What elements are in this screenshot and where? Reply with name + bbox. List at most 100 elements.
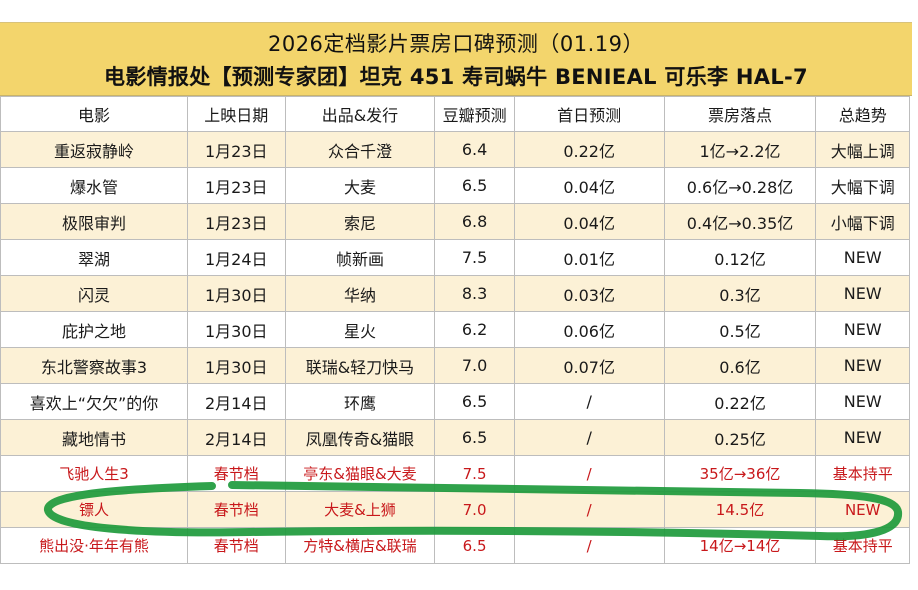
cell-studio: 众合千澄 — [284, 131, 436, 168]
cell-date: 1月30日 — [187, 347, 286, 384]
cell-film: 藏地情书 — [0, 419, 189, 456]
table-row: 爆水管 1月23日 大麦 6.5 0.04亿 0.6亿→0.28亿 大幅下调 — [0, 167, 910, 204]
cell-first-day: 0.06亿 — [513, 311, 665, 348]
cell-film: 翠湖 — [0, 239, 189, 276]
cell-first-day: 0.04亿 — [513, 167, 665, 204]
header-box-office: 票房落点 — [663, 96, 817, 132]
cell-first-day: 0.01亿 — [513, 239, 665, 276]
cell-douban: 7.0 — [434, 491, 515, 528]
cell-box-office: 14亿→14亿 — [663, 527, 817, 564]
cell-box-office: 14.5亿 — [663, 491, 817, 528]
cell-first-day: / — [513, 419, 665, 456]
cell-trend: 大幅上调 — [815, 131, 910, 168]
cell-trend: 小幅下调 — [815, 203, 910, 240]
cell-first-day: / — [513, 455, 665, 492]
cell-douban: 7.0 — [434, 347, 515, 384]
table-row: 重返寂静岭 1月23日 众合千澄 6.4 0.22亿 1亿→2.2亿 大幅上调 — [0, 131, 910, 168]
cell-first-day: 0.04亿 — [513, 203, 665, 240]
table-row: 庇护之地 1月30日 星火 6.2 0.06亿 0.5亿 NEW — [0, 311, 910, 348]
cell-date: 1月23日 — [187, 131, 286, 168]
cell-studio: 索尼 — [284, 203, 436, 240]
cell-date: 1月24日 — [187, 239, 286, 276]
cell-trend: 基本持平 — [815, 527, 910, 564]
header-first-day: 首日预测 — [513, 96, 665, 132]
cell-film: 熊出没·年年有熊 — [0, 527, 189, 564]
cell-box-office: 0.5亿 — [663, 311, 817, 348]
cell-studio: 方特&横店&联瑞 — [284, 527, 436, 564]
cell-studio: 大麦&上狮 — [284, 491, 436, 528]
table-row: 藏地情书 2月14日 凤凰传奇&猫眼 6.5 / 0.25亿 NEW — [0, 419, 910, 456]
cell-douban: 6.5 — [434, 383, 515, 420]
cell-date: 春节档 — [187, 455, 286, 492]
cell-trend: NEW — [815, 491, 910, 528]
box-office-forecast-sheet: 2026定档影片票房口碑预测（01.19） 电影情报处【预测专家团】坦克 451… — [0, 22, 912, 564]
table-row-spring-festival: 熊出没·年年有熊 春节档 方特&横店&联瑞 6.5 / 14亿→14亿 基本持平 — [0, 527, 910, 564]
header-studio: 出品&发行 — [284, 96, 436, 132]
cell-first-day: / — [513, 491, 665, 528]
table-row: 极限审判 1月23日 索尼 6.8 0.04亿 0.4亿→0.35亿 小幅下调 — [0, 203, 910, 240]
cell-first-day: 0.22亿 — [513, 131, 665, 168]
cell-trend: NEW — [815, 419, 910, 456]
cell-first-day: 0.07亿 — [513, 347, 665, 384]
cell-douban: 8.3 — [434, 275, 515, 312]
header-trend: 总趋势 — [815, 96, 910, 132]
cell-film: 飞驰人生3 — [0, 455, 189, 492]
cell-studio: 大麦 — [284, 167, 436, 204]
cell-studio: 凤凰传奇&猫眼 — [284, 419, 436, 456]
cell-box-office: 0.4亿→0.35亿 — [663, 203, 817, 240]
cell-studio: 亭东&猫眼&大麦 — [284, 455, 436, 492]
header-release-date: 上映日期 — [187, 96, 286, 132]
cell-studio: 星火 — [284, 311, 436, 348]
header-row: 电影 上映日期 出品&发行 豆瓣预测 首日预测 票房落点 总趋势 — [0, 96, 910, 132]
cell-trend: NEW — [815, 275, 910, 312]
cell-box-office: 0.3亿 — [663, 275, 817, 312]
cell-studio: 帧新画 — [284, 239, 436, 276]
cell-box-office: 35亿→36亿 — [663, 455, 817, 492]
header-film: 电影 — [0, 96, 189, 132]
cell-date: 2月14日 — [187, 383, 286, 420]
cell-box-office: 0.22亿 — [663, 383, 817, 420]
cell-trend: NEW — [815, 383, 910, 420]
sheet-title: 2026定档影片票房口碑预测（01.19） — [267, 32, 645, 56]
cell-film: 重返寂静岭 — [0, 131, 189, 168]
cell-douban: 6.2 — [434, 311, 515, 348]
cell-studio: 环鹰 — [284, 383, 436, 420]
cell-date: 1月30日 — [187, 275, 286, 312]
cell-box-office: 0.12亿 — [663, 239, 817, 276]
cell-film: 爆水管 — [0, 167, 189, 204]
cell-date: 春节档 — [187, 491, 286, 528]
table-row: 东北警察故事3 1月30日 联瑞&轻刀快马 7.0 0.07亿 0.6亿 NEW — [0, 347, 910, 384]
cell-trend: NEW — [815, 239, 910, 276]
cell-film: 喜欢上“欠欠”的你 — [0, 383, 189, 420]
cell-film: 庇护之地 — [0, 311, 189, 348]
table-row-spring-festival: 飞驰人生3 春节档 亭东&猫眼&大麦 7.5 / 35亿→36亿 基本持平 — [0, 455, 910, 492]
cell-studio: 联瑞&轻刀快马 — [284, 347, 436, 384]
cell-date: 1月23日 — [187, 203, 286, 240]
cell-box-office: 0.25亿 — [663, 419, 817, 456]
table-row: 喜欢上“欠欠”的你 2月14日 环鹰 6.5 / 0.22亿 NEW — [0, 383, 910, 420]
cell-first-day: 0.03亿 — [513, 275, 665, 312]
cell-box-office: 1亿→2.2亿 — [663, 131, 817, 168]
title-block: 2026定档影片票房口碑预测（01.19） 电影情报处【预测专家团】坦克 451… — [0, 22, 912, 96]
cell-trend: NEW — [815, 347, 910, 384]
cell-film: 镖人 — [0, 491, 189, 528]
table-row: 翠湖 1月24日 帧新画 7.5 0.01亿 0.12亿 NEW — [0, 239, 910, 276]
cell-trend: NEW — [815, 311, 910, 348]
cell-date: 1月23日 — [187, 167, 286, 204]
table-row: 闪灵 1月30日 华纳 8.3 0.03亿 0.3亿 NEW — [0, 275, 910, 312]
header-douban: 豆瓣预测 — [434, 96, 515, 132]
cell-douban: 6.5 — [434, 527, 515, 564]
cell-first-day: / — [513, 527, 665, 564]
cell-film: 极限审判 — [0, 203, 189, 240]
cell-douban: 6.5 — [434, 167, 515, 204]
forecast-table: 电影 上映日期 出品&发行 豆瓣预测 首日预测 票房落点 总趋势 重返寂静岭 1… — [0, 96, 910, 564]
cell-film: 闪灵 — [0, 275, 189, 312]
cell-date: 2月14日 — [187, 419, 286, 456]
cell-trend: 基本持平 — [815, 455, 910, 492]
cell-first-day: / — [513, 383, 665, 420]
cell-trend: 大幅下调 — [815, 167, 910, 204]
cell-studio: 华纳 — [284, 275, 436, 312]
cell-douban: 7.5 — [434, 455, 515, 492]
cell-douban: 6.8 — [434, 203, 515, 240]
sheet-subtitle: 电影情报处【预测专家团】坦克 451 寿司蜗牛 BENIEAL 可乐李 HAL-… — [104, 65, 808, 89]
